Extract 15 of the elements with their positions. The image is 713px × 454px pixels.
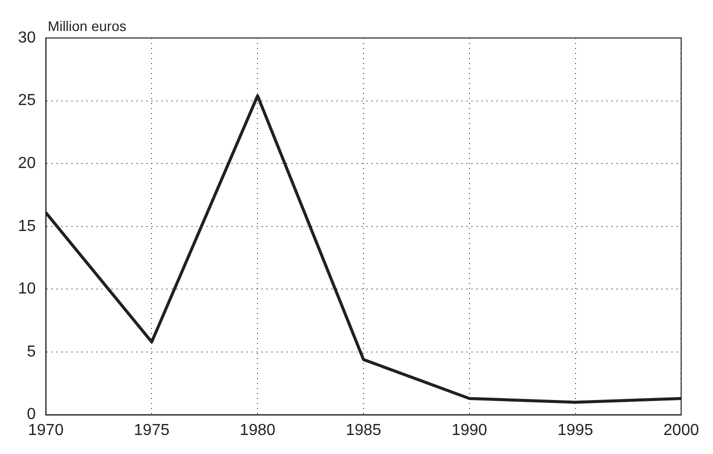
x-tick-label: 1970 [28,422,64,439]
x-tick-label: 1980 [240,422,276,439]
x-tick-label: 1995 [558,422,594,439]
x-tick-label: 1985 [346,422,382,439]
y-tick-label: 0 [26,406,36,424]
y-tick-label: 5 [26,343,36,360]
x-tick-label: 1990 [452,422,488,439]
y-tick-label: 25 [18,92,36,110]
y-tick-label: 10 [18,280,36,298]
x-tick-label: 1975 [134,422,170,439]
y-tick-label: 30 [18,29,36,46]
y-tick-label: 20 [18,155,36,172]
x-tick-label: 2000 [663,422,700,439]
y-tick-label: 15 [18,218,36,235]
y-axis-title: Million euros [48,18,126,34]
